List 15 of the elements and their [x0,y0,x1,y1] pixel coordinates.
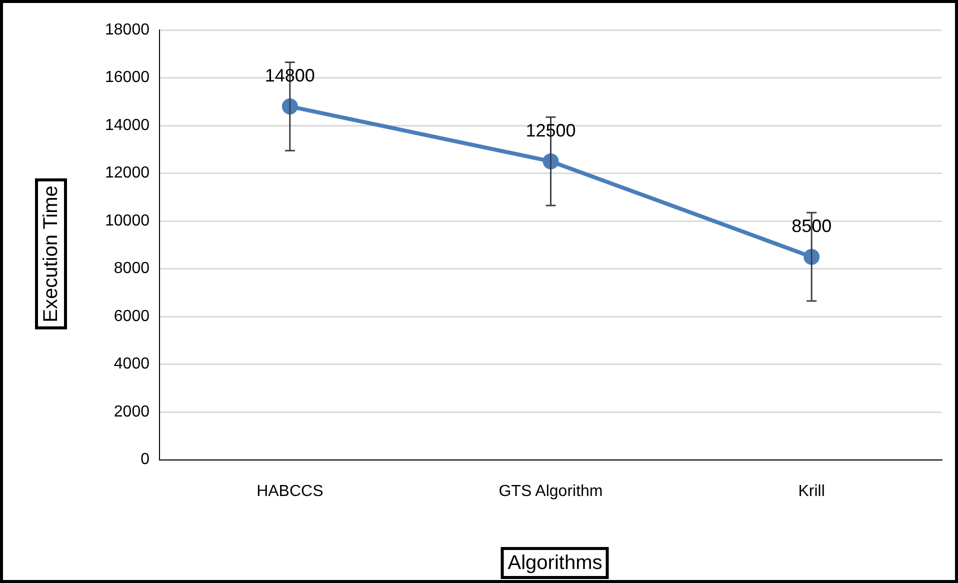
y-tick-label: 10000 [104,212,150,230]
x-tick-label: GTS Algorithm [498,482,603,500]
y-tick-label: 4000 [114,356,150,373]
x-tick-label: Krill [798,482,825,500]
y-tick-label: 18000 [104,21,150,38]
x-axis-title: Algorithms [500,547,610,579]
y-tick-label: 0 [140,451,150,468]
y-tick-label: 14000 [104,116,150,134]
x-tick-label: HABCCS [256,482,324,500]
y-axis-title: Execution Time [35,178,67,330]
y-tick-label: 16000 [104,69,150,86]
y-tick-label: 8000 [114,260,150,278]
y-tick-label: 12000 [104,164,150,182]
y-tick-label: 2000 [114,403,150,420]
y-tick-label: 6000 [114,308,150,325]
